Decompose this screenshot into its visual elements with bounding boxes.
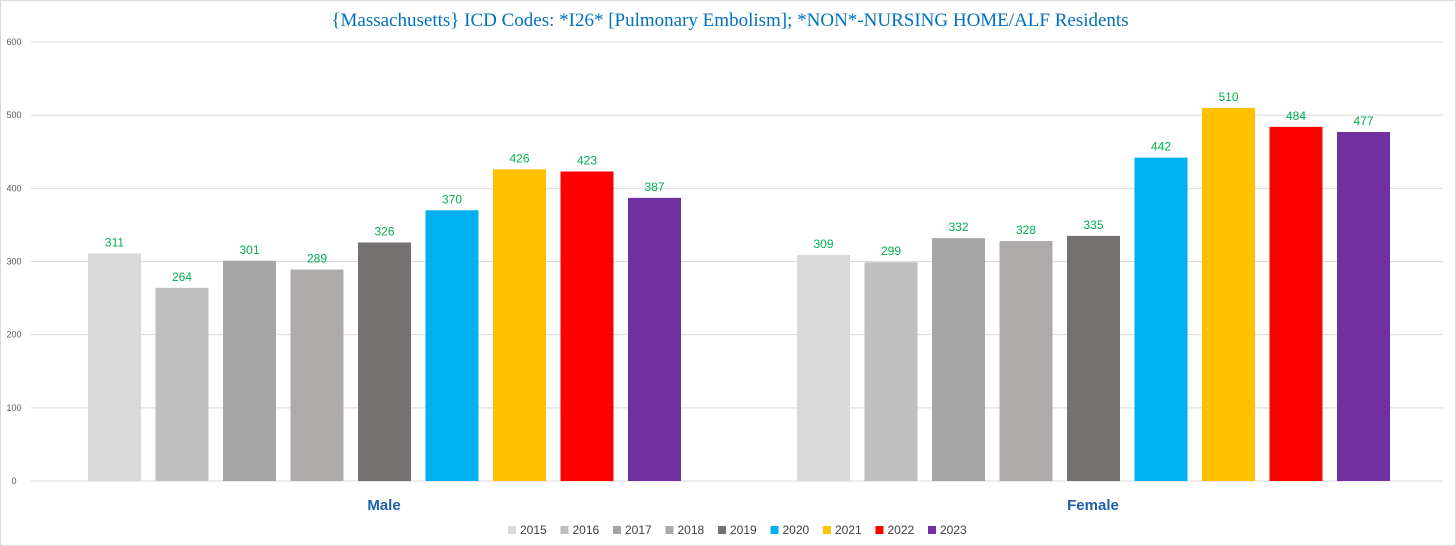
- legend-swatch-2019: [718, 526, 726, 534]
- legend-swatch-2016: [560, 526, 569, 534]
- legend-swatch-2023: [928, 526, 936, 534]
- data-label-female-2020: 442: [1151, 140, 1171, 154]
- data-label-female-2022: 484: [1286, 109, 1306, 123]
- legend-swatch-2018: [665, 526, 674, 534]
- bar-female-2019: [1067, 235, 1120, 481]
- legend-swatch-2021: [823, 526, 831, 534]
- data-label-female-2015: 309: [813, 237, 833, 251]
- category-label-female: Female: [1067, 497, 1119, 514]
- bar-female-2022: [1269, 126, 1323, 481]
- legend-label-2021: 2021: [835, 523, 862, 537]
- data-label-male-2017: 301: [239, 243, 259, 257]
- legend-label-2018: 2018: [678, 523, 705, 537]
- legend-swatch-2020: [770, 526, 779, 534]
- legend-label-2019: 2019: [730, 523, 757, 537]
- bar-female-2021: [1202, 107, 1255, 481]
- data-label-male-2019: 326: [374, 224, 394, 238]
- bar-male-2023: [628, 197, 681, 481]
- bar-male-2020: [425, 210, 479, 482]
- bar-male-2022: [560, 171, 614, 481]
- data-label-female-2016: 299: [881, 244, 901, 258]
- data-label-male-2021: 426: [509, 151, 529, 165]
- y-tick-label: 400: [6, 183, 21, 193]
- data-label-male-2015: 311: [105, 235, 124, 249]
- chart-title: {Massachusetts} ICD Codes: *I26* [Pulmon…: [331, 10, 1128, 31]
- y-tick-label: 500: [6, 110, 21, 120]
- category-label-male: Male: [367, 497, 400, 514]
- data-label-male-2020: 370: [442, 192, 462, 206]
- legend: 2015 2016 2017 2018 2019 2020 2021 2022 2023: [508, 523, 967, 537]
- bar-male-2019: [358, 242, 411, 481]
- data-label-male-2022: 423: [577, 154, 597, 168]
- bars: [88, 107, 1390, 482]
- data-label-female-2021: 510: [1218, 90, 1238, 104]
- data-label-female-2017: 332: [948, 220, 968, 234]
- data-label-female-2019: 335: [1083, 218, 1103, 232]
- legend-label-2016: 2016: [573, 523, 600, 537]
- legend-swatch-2015: [508, 526, 516, 534]
- bar-female-2020: [1134, 157, 1188, 481]
- x-axis: Male Female: [367, 497, 1119, 514]
- y-tick-label: 600: [6, 37, 21, 47]
- legend-label-2015: 2015: [520, 523, 547, 537]
- y-tick-label: 200: [6, 330, 21, 340]
- bar-female-2018: [999, 241, 1053, 481]
- bar-male-2018: [290, 269, 344, 481]
- data-label-male-2018: 289: [307, 252, 327, 266]
- y-tick-label: 300: [6, 257, 21, 267]
- legend-swatch-2022: [875, 526, 884, 534]
- legend-label-2022: 2022: [888, 523, 915, 537]
- data-label-male-2016: 264: [172, 270, 192, 284]
- data-label-female-2023: 477: [1353, 114, 1373, 128]
- bar-female-2017: [932, 238, 985, 481]
- bar-male-2016: [155, 287, 209, 481]
- y-tick-label: 0: [11, 476, 16, 486]
- bar-female-2015: [797, 254, 850, 481]
- data-labels: 311 264 301 289 326 370 426 423 387 309 299 332 328 3…: [105, 90, 1374, 284]
- bar-female-2023: [1337, 131, 1390, 481]
- bar-male-2021: [493, 169, 546, 481]
- y-tick-label: 100: [6, 403, 21, 413]
- y-axis: 0 100 200 300 400 500 600: [6, 37, 21, 486]
- legend-swatch-2017: [613, 526, 621, 534]
- data-label-male-2023: 387: [644, 180, 664, 194]
- legend-label-2023: 2023: [940, 523, 967, 537]
- bar-female-2016: [864, 262, 918, 481]
- legend-label-2017: 2017: [625, 523, 652, 537]
- bar-male-2015: [88, 253, 141, 481]
- bar-male-2017: [223, 260, 276, 481]
- legend-label-2020: 2020: [783, 523, 810, 537]
- data-label-female-2018: 328: [1016, 223, 1036, 237]
